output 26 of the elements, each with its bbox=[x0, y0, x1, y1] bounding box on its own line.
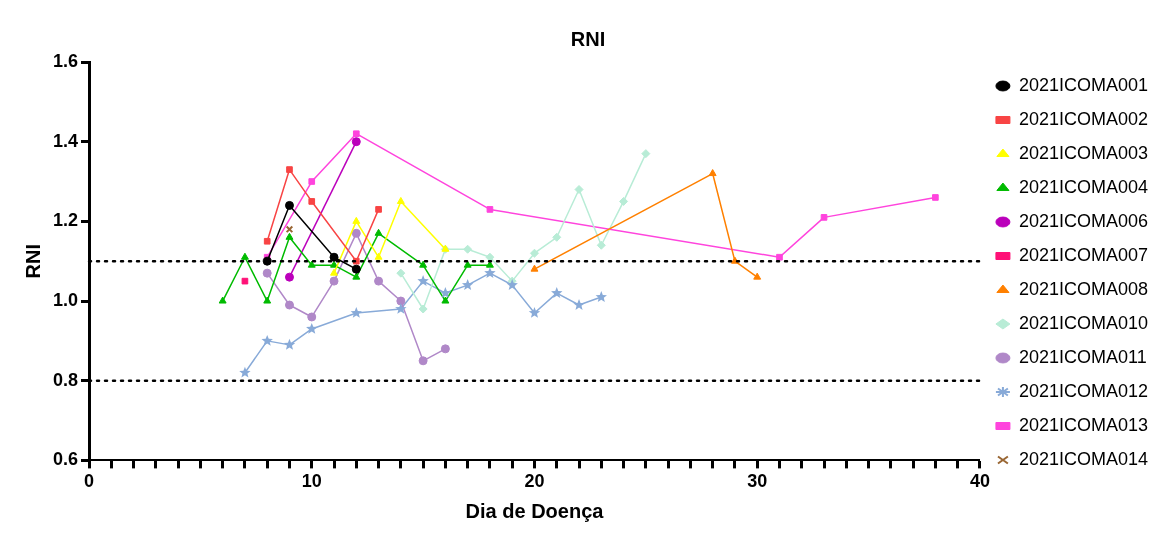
legend-label: 2021ICOMA004 bbox=[1018, 176, 1148, 197]
y-tick-label: 1.0 bbox=[52, 290, 79, 311]
y-tick-label: 1.2 bbox=[52, 210, 79, 231]
x-tick-label: 20 bbox=[524, 471, 545, 492]
y-tick-label: 1.6 bbox=[52, 50, 79, 71]
y-tick-label: 0.8 bbox=[52, 369, 79, 390]
legend-label: 2021ICOMA014 bbox=[1018, 448, 1148, 469]
legend-label: 2021ICOMA011 bbox=[1018, 346, 1147, 367]
y-axis-title: RNI bbox=[21, 243, 44, 279]
legend-label: 2021ICOMA010 bbox=[1018, 312, 1148, 333]
x-axis-title: Dia de Doença bbox=[465, 499, 605, 522]
legend-label: 2021ICOMA001 bbox=[1018, 74, 1148, 95]
x-tick-label: 10 bbox=[301, 471, 322, 492]
legend-label: 2021ICOMA007 bbox=[1018, 244, 1148, 265]
x-tick-label: 40 bbox=[969, 471, 990, 492]
legend-label: 2021ICOMA012 bbox=[1018, 380, 1148, 401]
y-tick-label: 1.4 bbox=[52, 130, 79, 151]
legend-label: 2021ICOMA002 bbox=[1018, 108, 1148, 129]
x-tick-label: 30 bbox=[747, 471, 768, 492]
x-tick-label: 0 bbox=[84, 471, 95, 492]
chart-title: RNI bbox=[570, 27, 606, 50]
legend-label: 2021ICOMA013 bbox=[1018, 414, 1148, 435]
legend-label: 2021ICOMA008 bbox=[1018, 278, 1148, 299]
legend-label: 2021ICOMA006 bbox=[1018, 210, 1148, 231]
legend-label: 2021ICOMA003 bbox=[1018, 142, 1148, 163]
y-tick-label: 0.6 bbox=[52, 449, 79, 470]
